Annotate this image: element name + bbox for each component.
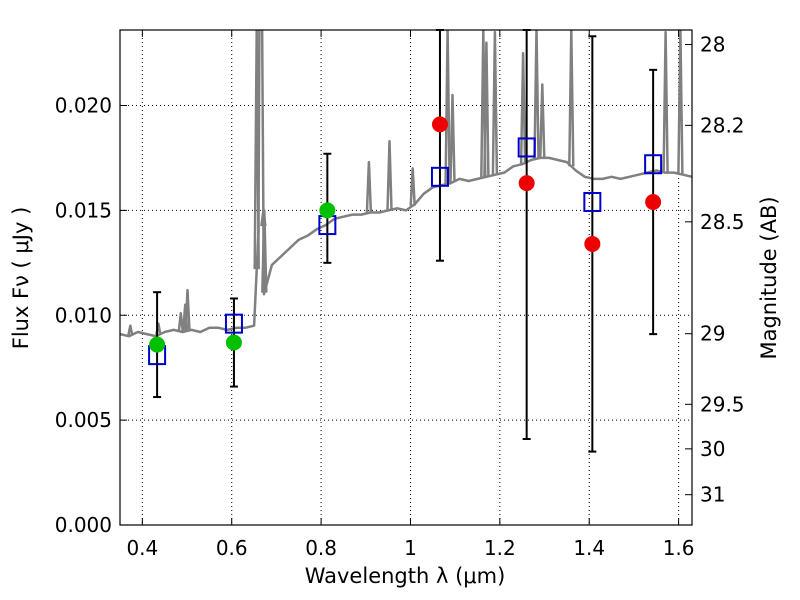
emission-line-spike (449, 93, 456, 183)
y2-axis-label: Magnitude (AB) (757, 196, 781, 359)
model-photometry-square (644, 154, 663, 175)
y-tick-label: 0.015 (55, 198, 112, 222)
emission-line-spike (386, 139, 393, 211)
model-photometry-square (224, 313, 243, 334)
x-tick-label: 1.2 (484, 536, 516, 560)
emission-line-spike (444, 30, 451, 184)
model-photometry-square (583, 191, 602, 212)
y2-tick-label: 31 (700, 483, 725, 507)
x-tick-label: 1.6 (663, 536, 695, 560)
y2-tick-label: 28.5 (700, 210, 745, 234)
y2-tick-label: 29.5 (700, 392, 745, 416)
emission-line-spike (253, 30, 260, 270)
non-detection-point (584, 235, 601, 252)
detection-point (225, 334, 242, 351)
y-axis-label: Flux Fν ( μJy ) (9, 207, 33, 350)
emission-line-spike (662, 30, 669, 173)
emission-line-spike (568, 30, 575, 167)
emission-line-spike (533, 30, 540, 159)
marker-layer (148, 116, 663, 366)
x-tick-label: 1 (404, 536, 417, 560)
non-detection-point (431, 116, 448, 133)
x-tick-label: 0.4 (126, 536, 158, 560)
y2-tick-label: 28.2 (700, 113, 745, 137)
emission-line-spike (261, 209, 268, 293)
y-tick-label: 0.010 (55, 303, 112, 327)
model-photometry-square (517, 137, 536, 158)
y2-tick-label: 30 (700, 437, 725, 461)
y-tick-label: 0.005 (55, 408, 112, 432)
y-tick-label: 0.000 (55, 513, 112, 537)
y-tick-label: 0.020 (55, 94, 112, 118)
non-detection-point (645, 193, 662, 210)
axis-ticks: 0.4 0.6 0.8 1 1.2 1.4 1.6 0.000 0.005 0.010 0.015 0… (55, 30, 745, 560)
emission-line-spike (127, 324, 134, 336)
emission-line-spike (365, 160, 373, 213)
emission-line-spike (184, 288, 191, 331)
emission-line-spike (491, 30, 499, 175)
y2-tick-label: 29 (700, 322, 725, 346)
emission-line-spike (539, 83, 546, 158)
errorbar-layer (153, 29, 658, 453)
emission-line-spike (677, 30, 684, 175)
non-detection-point (518, 175, 535, 192)
detection-point (319, 202, 336, 219)
x-tick-label: 1.4 (573, 536, 605, 560)
spectrum-line (120, 30, 692, 338)
x-tick-label: 0.6 (216, 536, 248, 560)
model-photometry-square (430, 166, 449, 187)
emission-line-spike (483, 41, 490, 177)
y2-tick-label: 28 (700, 33, 725, 57)
emission-line-spike (177, 311, 185, 332)
spectrum-layer (120, 30, 692, 338)
x-axis-label: Wavelength λ (μm) (305, 564, 506, 588)
plot-frame (119, 29, 693, 526)
emission-line-spike (519, 51, 527, 164)
emission-line-spike (409, 167, 416, 206)
x-tick-label: 0.8 (305, 536, 337, 560)
detection-point (149, 336, 166, 353)
grid-lines (120, 30, 692, 526)
